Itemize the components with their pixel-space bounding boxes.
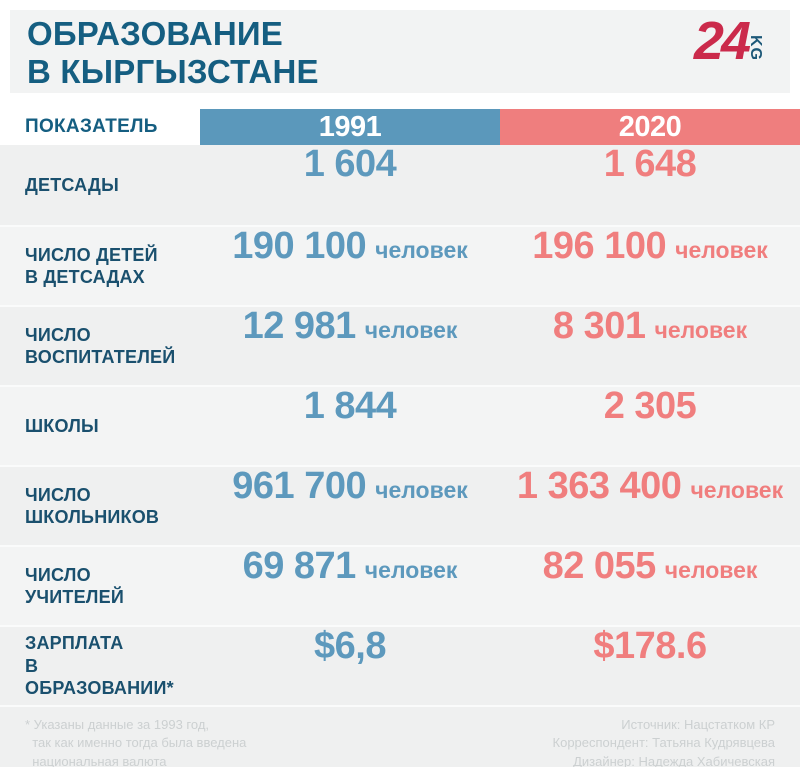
brand-logo-24kg: 24 KG	[694, 14, 768, 68]
value-1991: 190 100 человек	[200, 227, 500, 305]
value-1991-number: 12 981	[242, 305, 357, 347]
spacer	[0, 93, 800, 109]
row-label: ЗАРПЛАТА В ОБРАЗОВАНИИ*	[25, 633, 174, 699]
column-header-2020: 2020	[500, 109, 800, 145]
table-row: ЗАРПЛАТА В ОБРАЗОВАНИИ* $6,8 $178.6	[0, 625, 800, 705]
value-2020-number: 1 363 400	[516, 465, 682, 507]
value-1991-unit: человек	[364, 317, 458, 343]
footnote: * Указаны данные за 1993 год, так как им…	[25, 717, 247, 767]
value-2020-number: 1 648	[603, 143, 697, 185]
column-header-1991: 1991	[200, 109, 500, 145]
row-label: ЧИСЛО УЧИТЕЛЕЙ	[25, 564, 124, 608]
value-2020-unit: человек	[654, 317, 748, 343]
value-1991-unit: человек	[364, 557, 458, 583]
row-label: ЧИСЛО ШКОЛЬНИКОВ	[25, 484, 160, 528]
value-2020: 82 055 человек	[500, 547, 800, 625]
table-header-row: ПОКАЗАТЕЛЬ 1991 2020	[0, 109, 800, 145]
value-1991: 1 844	[200, 387, 500, 465]
value-1991: 1 604	[200, 145, 500, 225]
title-section: ОБРАЗОВАНИЕ В КЫРГЫЗСТАНЕ 24 KG	[10, 10, 790, 93]
value-1991: 69 871 человек	[200, 547, 500, 625]
value-1991-number: 961 700	[232, 465, 367, 507]
value-2020: 2 305	[500, 387, 800, 465]
table-row: ДЕТСАДЫ 1 604 1 648	[0, 145, 800, 225]
row-label: ЧИСЛО ДЕТЕЙ В ДЕТСАДАХ	[25, 244, 158, 288]
value-2020-number: 2 305	[603, 385, 697, 427]
indicator-column-header: ПОКАЗАТЕЛЬ	[0, 109, 200, 145]
value-1991: 12 981 человек	[200, 307, 500, 385]
credits: Источник: Нацстатком КР Корреспондент: Т…	[552, 717, 775, 767]
value-2020-unit: человек	[690, 477, 784, 503]
value-2020-number: $178.6	[593, 625, 707, 667]
value-2020-unit: человек	[675, 237, 768, 263]
table-row: ШКОЛЫ 1 844 2 305	[0, 385, 800, 465]
value-2020-number: 8 301	[552, 305, 646, 347]
logo-24-icon: 24	[693, 11, 751, 71]
table-body: ДЕТСАДЫ 1 604 1 648 ЧИСЛО ДЕТЕЙ В ДЕТСАД…	[0, 145, 800, 705]
row-label: ШКОЛЫ	[25, 415, 99, 436]
value-1991-number: 69 871	[242, 545, 357, 587]
value-1991: $6,8	[200, 627, 500, 705]
table-row: ЧИСЛО ШКОЛЬНИКОВ 961 700 человек 1 363 4…	[0, 465, 800, 545]
value-2020: 1 363 400 человек	[500, 467, 800, 545]
table-row: ЧИСЛО УЧИТЕЛЕЙ 69 871 человек 82 055 чел…	[0, 545, 800, 625]
value-1991-unit: человек	[375, 477, 468, 503]
value-2020-number: 196 100	[532, 225, 667, 267]
value-1991-unit: человек	[375, 237, 468, 263]
row-label: ДЕТСАДЫ	[25, 174, 119, 195]
value-2020-unit: человек	[664, 557, 758, 583]
value-2020: 8 301 человек	[500, 307, 800, 385]
table-row: ЧИСЛО ВОСПИТАТЕЛЕЙ 12 981 человек 8 301 …	[0, 305, 800, 385]
value-2020: 196 100 человек	[500, 227, 800, 305]
value-2020-number: 82 055	[542, 545, 657, 587]
value-2020: $178.6	[500, 627, 800, 705]
logo-kg-label: KG	[747, 35, 764, 61]
value-1991-number: 190 100	[232, 225, 367, 267]
row-label: ЧИСЛО ВОСПИТАТЕЛЕЙ	[25, 324, 176, 368]
value-2020: 1 648	[500, 145, 800, 225]
value-1991-number: 1 604	[303, 143, 397, 185]
footer: * Указаны данные за 1993 год, так как им…	[0, 705, 800, 767]
value-1991-number: $6,8	[314, 625, 386, 667]
page-title: ОБРАЗОВАНИЕ В КЫРГЫЗСТАНЕ	[27, 15, 319, 90]
value-1991: 961 700 человек	[200, 467, 500, 545]
table-row: ЧИСЛО ДЕТЕЙ В ДЕТСАДАХ 190 100 человек 1…	[0, 225, 800, 305]
value-1991-number: 1 844	[303, 385, 397, 427]
